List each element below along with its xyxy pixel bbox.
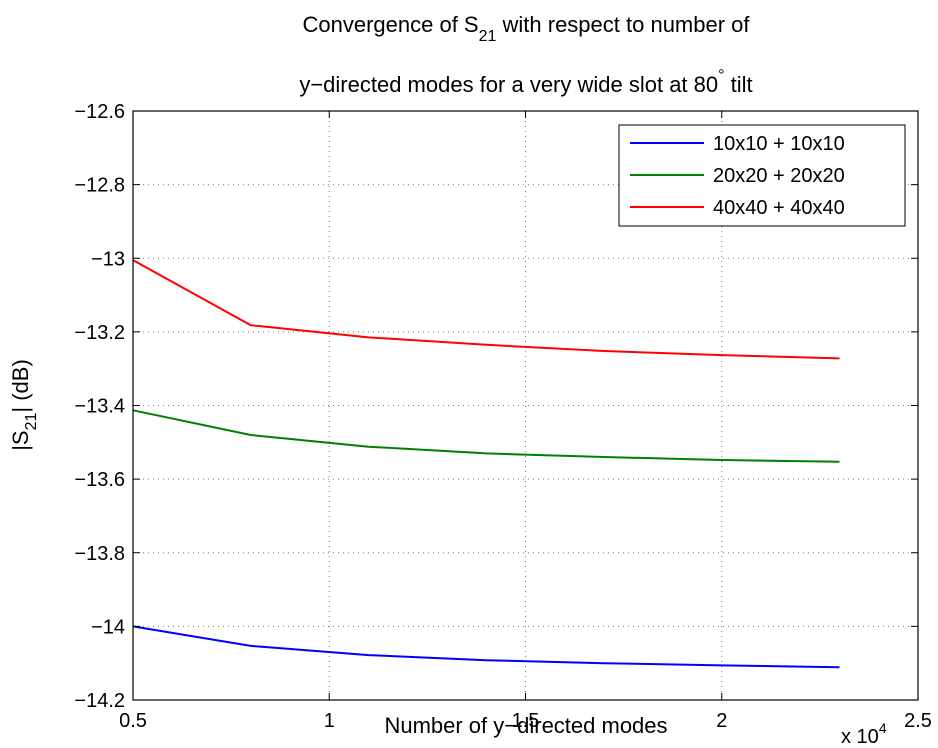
tick-marks-layer xyxy=(132,110,919,701)
y-tick-label: −13.6 xyxy=(74,469,125,491)
x-tick-label: 2.5 xyxy=(904,710,932,732)
x-axis-multiplier: x 104 xyxy=(841,720,887,748)
series-line-2 xyxy=(132,409,840,463)
y-label-subscript: 21 xyxy=(23,413,40,431)
y-tick-label: −13.8 xyxy=(74,543,125,565)
x-tick-label: 2 xyxy=(716,710,727,732)
series-line-3 xyxy=(132,259,840,360)
title-line2-suffix: tilt xyxy=(725,72,753,97)
y-label-prefix: |S xyxy=(8,430,33,450)
legend-label-series-1: 10x10 + 10x10 xyxy=(713,133,845,155)
chart-title-line1: Convergence of S21 with respect to numbe… xyxy=(302,12,750,45)
y-tick-label: −13 xyxy=(91,248,125,270)
y-axis-label: |S21| (dB) xyxy=(8,359,40,451)
series-layer xyxy=(132,259,840,669)
title-line2-prefix: y−directed modes for a very wide slot at… xyxy=(299,72,718,97)
tick-labels-layer: 0.5 1 1.5 2 2.5 −12.6 −12.8 −13 −13.2 −13.4 −13.6 −… xyxy=(74,101,932,732)
y-label-suffix: | (dB) xyxy=(8,359,33,412)
x-axis-label: Number of y−directed modes xyxy=(384,713,667,738)
y-tick-label: −14 xyxy=(91,616,125,638)
title-line2-superscript: ° xyxy=(718,67,724,84)
legend: 10x10 + 10x10 20x20 + 20x20 40x40 + 40x4… xyxy=(618,124,906,227)
chart-title-line2: y−directed modes for a very wide slot at… xyxy=(299,67,752,97)
x-multiplier-exponent: 4 xyxy=(879,720,887,736)
x-tick-label: 0.5 xyxy=(119,710,147,732)
x-multiplier-base: x 10 xyxy=(841,726,879,748)
y-tick-label: −13.2 xyxy=(74,322,125,344)
legend-label-series-3: 40x40 + 40x40 xyxy=(713,197,845,219)
title-line1-subscript: 21 xyxy=(479,28,497,45)
y-tick-label: −14.2 xyxy=(74,690,125,712)
y-tick-label: −13.4 xyxy=(74,396,125,418)
y-tick-label: −12.6 xyxy=(74,101,125,123)
series-line-1 xyxy=(132,625,840,669)
x-tick-label: 1.5 xyxy=(512,710,540,732)
legend-label-series-2: 20x20 + 20x20 xyxy=(713,165,845,187)
grid-layer xyxy=(133,111,918,700)
x-tick-label: 1 xyxy=(324,710,335,732)
title-line1-suffix: with respect to number of xyxy=(496,12,750,37)
y-tick-label: −12.8 xyxy=(74,175,125,197)
title-line1-prefix: Convergence of S xyxy=(302,12,478,37)
